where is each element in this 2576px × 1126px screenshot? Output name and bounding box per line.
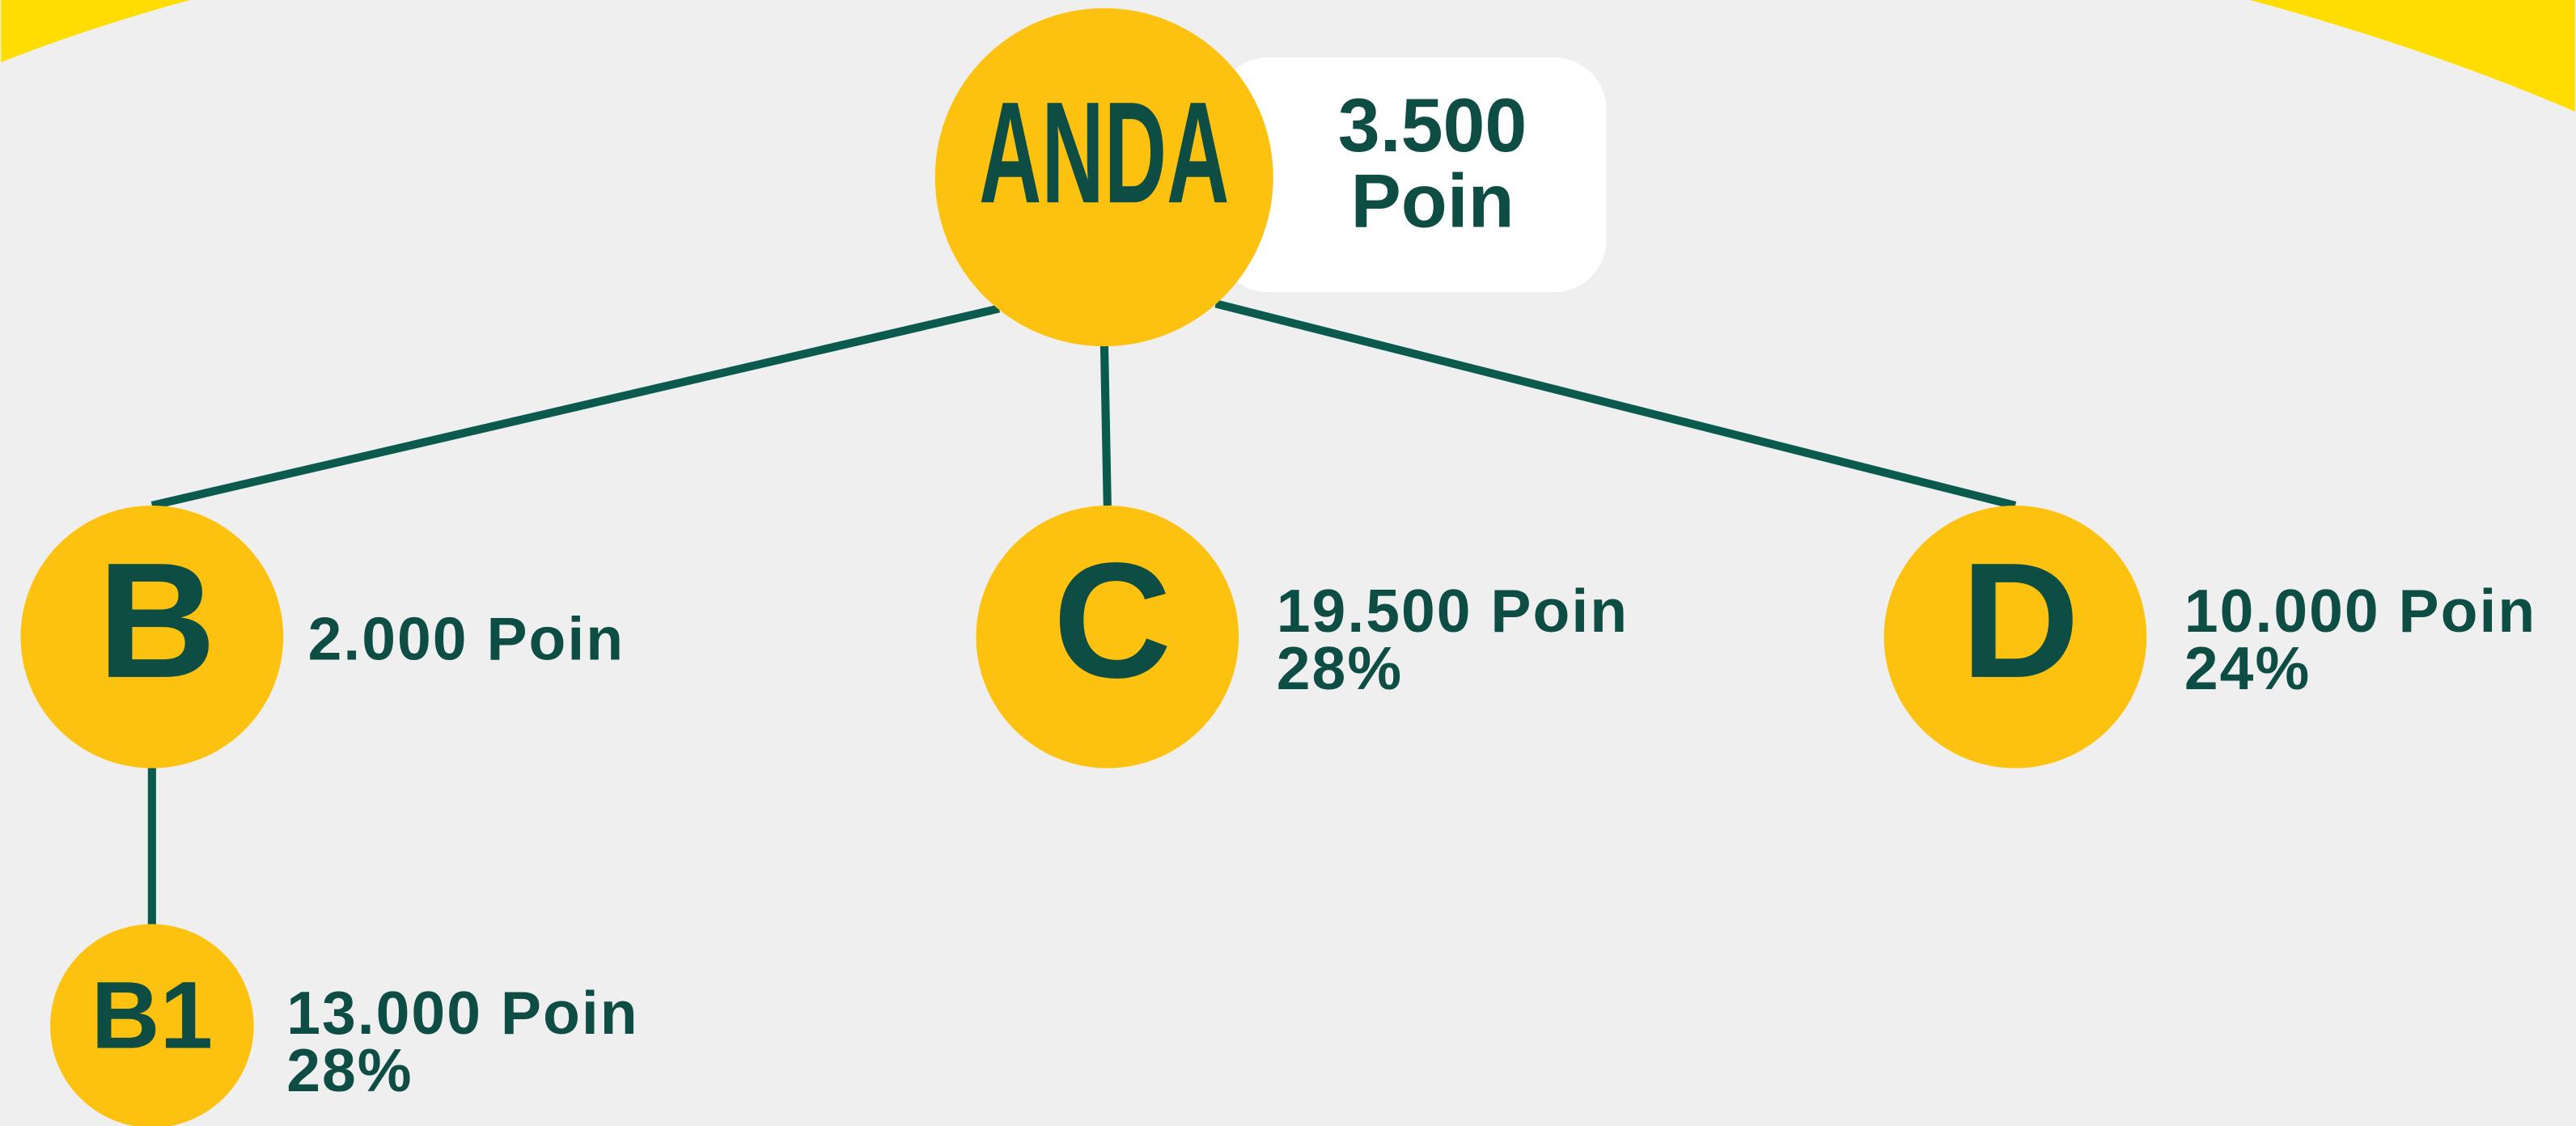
node xyxy=(20,505,284,768)
edge xyxy=(150,304,1001,510)
node-points: 2.000 Poin xyxy=(308,604,625,672)
node-points: 13.000 Poin xyxy=(286,979,638,1047)
node-label: D xyxy=(1961,528,2080,712)
node-percent: 24% xyxy=(2184,634,2311,702)
edge xyxy=(1099,336,1112,506)
node-points: 3.500 xyxy=(1338,83,1527,167)
node xyxy=(1883,505,2147,768)
node-label: C xyxy=(1053,528,1172,712)
node-label: B xyxy=(98,528,217,712)
node-percent: 28% xyxy=(1277,634,1403,702)
node-unit: Poin xyxy=(1350,159,1514,243)
node xyxy=(50,924,254,1126)
node-percent: 28% xyxy=(286,1036,413,1104)
edge xyxy=(1214,299,2017,510)
points-box xyxy=(1215,57,1607,293)
corner-arc xyxy=(1,0,190,63)
node-label: B1 xyxy=(91,961,213,1068)
node-label: ANDA xyxy=(979,73,1229,234)
node xyxy=(976,505,1239,768)
node xyxy=(934,8,1273,347)
node-points: 10.000 Poin xyxy=(2184,577,2536,645)
node-points: 19.500 Poin xyxy=(1277,577,1629,645)
corner-arc xyxy=(2250,0,2575,112)
